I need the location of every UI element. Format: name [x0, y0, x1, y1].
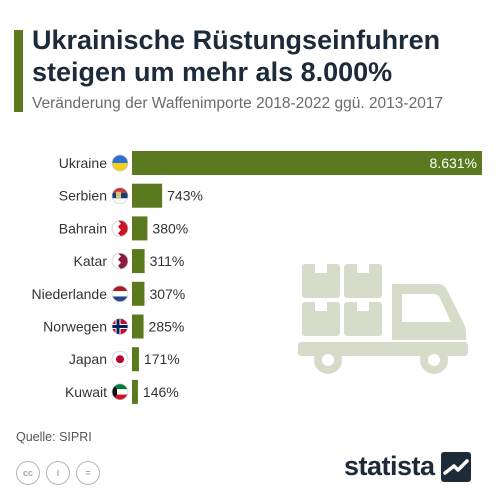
- bar-serbien: [132, 183, 163, 208]
- flag-bahrain-icon-border: [111, 220, 129, 237]
- title-accent-bar: [14, 30, 23, 112]
- brand-name: statista: [344, 451, 435, 481]
- flag-netherlands-icon: [112, 285, 128, 302]
- flag-serbia-icon-border: [111, 187, 129, 205]
- category-label: Japan: [69, 351, 107, 367]
- bar-bahrain: [132, 216, 148, 241]
- category-label: Kuwait: [65, 384, 107, 400]
- bar-niederlande: [132, 281, 145, 306]
- flag-bahrain-icon: [112, 220, 128, 237]
- bar-norwegen: [132, 314, 144, 339]
- source-note: Quelle: SIPRI: [16, 430, 92, 444]
- value-label: 285%: [149, 319, 185, 335]
- category-label: Ukraine: [59, 155, 107, 171]
- flag-serbia-icon: [112, 187, 128, 204]
- flag-ukraine-icon-border: [111, 154, 129, 172]
- bar-katar: [132, 249, 145, 274]
- statista-brand[interactable]: statista: [344, 451, 471, 482]
- flag-japan-icon: [112, 351, 128, 368]
- flag-qatar-icon-border: [111, 252, 129, 270]
- flag-norway-icon-border: [111, 318, 129, 335]
- value-label: 307%: [149, 286, 185, 302]
- statista-logo-icon: [440, 451, 471, 482]
- nd-icon[interactable]: =: [76, 461, 100, 485]
- bar-japan: [132, 347, 139, 372]
- category-label: Norwegen: [43, 319, 107, 335]
- flag-japan-icon-border: [111, 350, 129, 368]
- flag-netherlands-icon-border: [111, 285, 129, 303]
- flag-qatar-icon: [112, 253, 128, 270]
- bar-chart: Ukraine 8.631% Serbien 743% Bahrain 380% Katar…: [32, 151, 482, 404]
- page-title: Ukrainische Rüstungseinfuhren steigen um…: [32, 24, 492, 88]
- value-label: 380%: [152, 220, 188, 236]
- category-label: Katar: [74, 253, 108, 269]
- flag-kuwait-icon-border: [111, 383, 129, 401]
- flag-norway-icon: [112, 318, 128, 335]
- flag-ukraine-icon: [112, 155, 128, 171]
- by-icon[interactable]: i: [46, 461, 70, 485]
- category-label: Bahrain: [59, 220, 107, 236]
- value-label: 8.631%: [430, 155, 477, 171]
- license-icons: cc i =: [16, 461, 100, 485]
- bar-ukraine: [132, 151, 482, 175]
- category-label: Niederlande: [32, 286, 108, 302]
- value-label: 311%: [150, 253, 185, 269]
- value-label: 171%: [144, 351, 180, 367]
- title-line-1: Ukrainische Rüstungseinfuhren: [32, 25, 441, 55]
- subtitle: Veränderung der Waffenimporte 2018-2022 …: [32, 95, 444, 112]
- truck-with-boxes-icon: [298, 264, 468, 374]
- bar-kuwait: [132, 379, 138, 404]
- cc-icon[interactable]: cc: [16, 461, 40, 485]
- title-line-2: steigen um mehr als 8.000%: [32, 57, 393, 87]
- value-label: 146%: [143, 384, 179, 400]
- category-label: Serbien: [59, 188, 107, 204]
- value-label: 743%: [167, 188, 203, 204]
